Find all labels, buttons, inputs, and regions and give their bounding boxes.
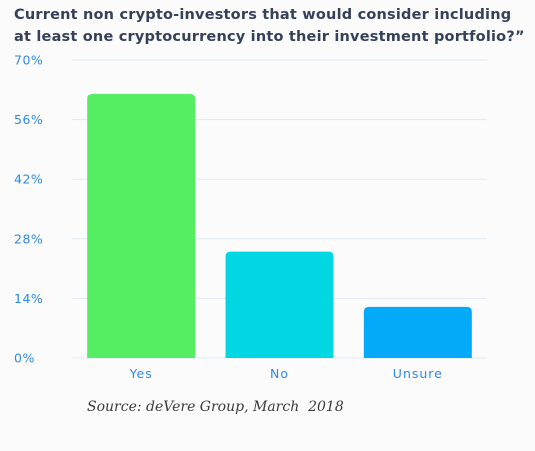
y-tick-label: 14% — [14, 291, 43, 306]
y-axis-tick-labels: 0% 14% 28% 42% 56% 70% — [14, 53, 43, 366]
y-tick-label: 0% — [14, 351, 35, 366]
x-axis-category-labels: Yes No Unsure — [129, 366, 443, 381]
chart-title: Current non crypto-investors that would … — [14, 7, 525, 45]
x-category-label: No — [270, 366, 289, 381]
x-category-label: Yes — [129, 366, 153, 381]
y-tick-label: 56% — [14, 112, 43, 127]
bar-no — [225, 251, 334, 358]
bar-yes — [87, 94, 196, 359]
bars — [87, 94, 472, 359]
bar-unsure — [363, 306, 472, 358]
source-note: Source: deVere Group, March 2018 — [87, 399, 344, 415]
y-tick-label: 28% — [14, 231, 43, 246]
y-tick-label: 42% — [14, 172, 43, 187]
x-category-label: Unsure — [393, 366, 443, 381]
y-tick-label: 70% — [14, 53, 43, 68]
